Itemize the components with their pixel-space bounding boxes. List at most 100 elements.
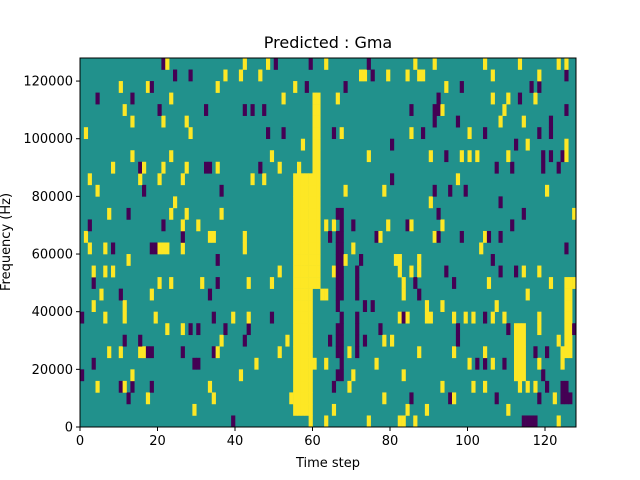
heatmap-cell <box>91 357 96 370</box>
heatmap-cell <box>417 265 422 278</box>
heatmap-cell <box>266 127 271 140</box>
heatmap-cell <box>463 184 468 197</box>
heatmap-cell <box>184 115 189 128</box>
heatmap-cell <box>223 323 228 336</box>
heatmap-cell <box>316 184 321 197</box>
heatmap-cell <box>297 207 302 220</box>
heatmap-cell <box>207 288 213 301</box>
heatmap-cell <box>397 311 402 324</box>
heatmap-cell <box>564 300 569 312</box>
heatmap-cell <box>196 357 201 370</box>
heatmap-cell <box>300 277 306 289</box>
heatmap-cell <box>242 242 247 255</box>
y-tick-label: 80000 <box>32 190 73 205</box>
heatmap-cell <box>122 104 127 116</box>
heatmap-cell <box>324 288 329 301</box>
heatmap-cell <box>331 265 337 278</box>
heatmap-cell <box>517 346 523 359</box>
heatmap-cell <box>424 311 430 324</box>
heatmap-cell <box>304 254 309 266</box>
heatmap-cell <box>269 311 275 324</box>
heatmap-cell <box>161 242 166 255</box>
heatmap-cell <box>339 346 344 359</box>
heatmap-cell <box>312 357 317 370</box>
heatmap-cell <box>339 311 344 324</box>
heatmap-cell <box>572 323 577 336</box>
heatmap-cell <box>304 346 309 359</box>
heatmap-cell <box>564 334 569 347</box>
heatmap-cell <box>223 69 228 82</box>
heatmap-cell <box>273 58 278 70</box>
heatmap-cell <box>471 380 476 393</box>
heatmap-cell <box>517 357 523 370</box>
heatmap-cell <box>432 58 437 70</box>
heatmap-cell <box>459 230 464 243</box>
y-tick-label: 60000 <box>32 248 73 263</box>
heatmap-cell <box>308 323 313 336</box>
heatmap-cell <box>564 380 569 393</box>
heatmap-cell <box>211 392 216 405</box>
heatmap-cell <box>204 104 209 116</box>
heatmap-cell <box>169 150 174 163</box>
heatmap-cell <box>293 392 298 405</box>
heatmap-cell <box>548 150 554 163</box>
heatmap-cell <box>277 265 282 278</box>
heatmap-cell <box>211 311 216 324</box>
heatmap-cell <box>126 207 131 220</box>
heatmap-cell <box>293 81 298 93</box>
heatmap-cell <box>537 81 542 93</box>
heatmap-cell <box>440 104 445 116</box>
heatmap-cell <box>343 254 348 266</box>
heatmap-cell <box>316 230 321 243</box>
heatmap-cell <box>452 346 457 359</box>
heatmap-cell <box>455 323 461 336</box>
heatmap-cell <box>304 369 309 382</box>
heatmap-cell <box>405 311 410 324</box>
heatmap-cell <box>130 115 135 128</box>
heatmap-cell <box>397 265 402 278</box>
heatmap-cell <box>215 254 220 266</box>
heatmap-cell <box>366 58 371 70</box>
heatmap-cell <box>219 184 224 197</box>
heatmap-cell <box>130 380 135 393</box>
heatmap-cell <box>545 346 550 359</box>
heatmap-cell <box>91 265 96 278</box>
heatmap-cell <box>308 196 313 209</box>
heatmap-cell <box>293 184 298 197</box>
heatmap-cell <box>517 58 523 70</box>
heatmap-cell <box>397 415 402 428</box>
heatmap-cell <box>339 242 344 255</box>
heatmap-cell <box>312 161 317 174</box>
heatmap-cell <box>390 334 395 347</box>
heatmap-cell <box>312 265 317 278</box>
heatmap-cell <box>138 173 143 186</box>
heatmap-cell <box>300 334 306 347</box>
heatmap-cell <box>180 219 185 232</box>
heatmap-cell <box>308 334 313 347</box>
heatmap-cell <box>297 254 302 266</box>
heatmap-cell <box>293 346 298 359</box>
heatmap-cell <box>529 415 534 428</box>
heatmap-cell <box>564 277 569 289</box>
heatmap-cell <box>300 173 306 186</box>
heatmap-cell <box>355 277 360 289</box>
heatmap-cell <box>269 277 275 289</box>
heatmap-cell <box>308 403 313 416</box>
heatmap-cell <box>118 380 123 393</box>
heatmap-cell <box>130 92 135 105</box>
heatmap-cell <box>281 127 286 140</box>
heatmap-cell <box>428 150 433 163</box>
heatmap-cell <box>545 380 550 393</box>
heatmap-cell <box>424 403 430 416</box>
heatmap-cell <box>432 115 437 128</box>
heatmap-cell <box>556 415 561 428</box>
heatmap-cell <box>428 196 433 209</box>
heatmap-cell <box>111 242 116 255</box>
heatmap-cell <box>316 254 321 266</box>
heatmap-cell <box>161 115 166 128</box>
heatmap-cell <box>293 242 298 255</box>
heatmap-cell <box>440 219 445 232</box>
heatmap-cell <box>548 127 554 140</box>
heatmap-cell <box>490 69 495 82</box>
heatmap-cell <box>149 242 154 255</box>
